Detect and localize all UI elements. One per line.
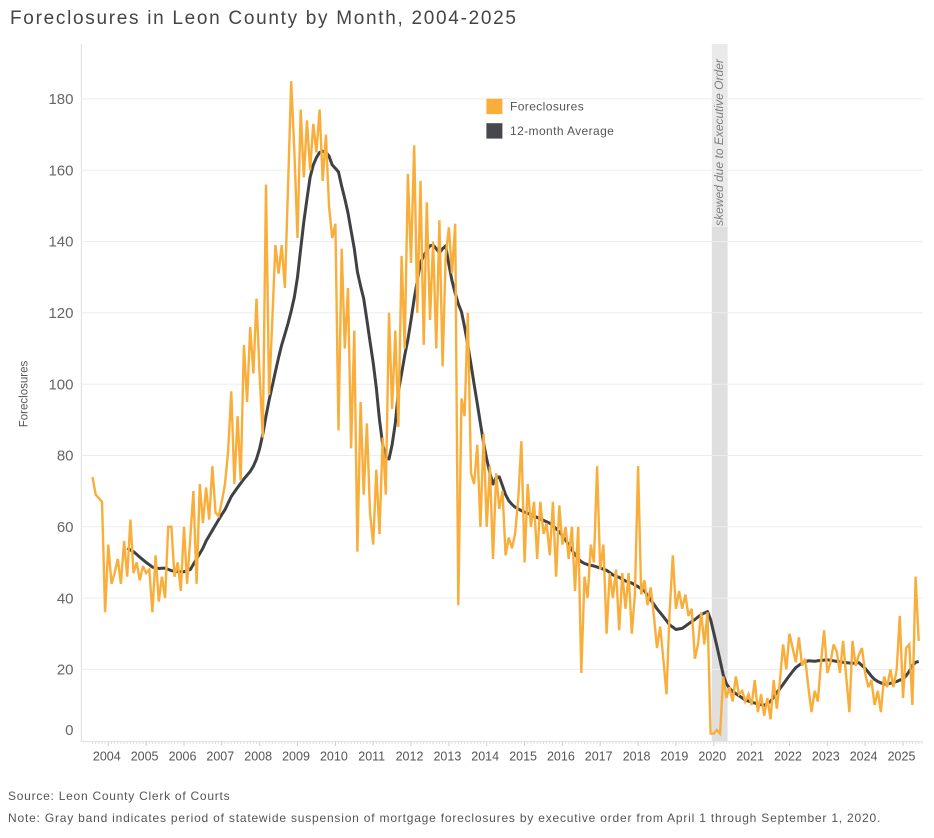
svg-text:2004: 2004: [93, 750, 121, 764]
svg-text:2008: 2008: [244, 750, 272, 764]
svg-text:2016: 2016: [547, 750, 575, 764]
svg-text:2024: 2024: [850, 750, 878, 764]
svg-text:160: 160: [48, 162, 73, 179]
svg-text:Foreclosures: Foreclosures: [19, 361, 31, 428]
svg-text:2009: 2009: [282, 750, 310, 764]
svg-text:2017: 2017: [585, 750, 613, 764]
svg-text:2012: 2012: [396, 750, 424, 764]
svg-text:2022: 2022: [774, 750, 802, 764]
svg-text:80: 80: [57, 448, 74, 465]
svg-text:140: 140: [48, 234, 73, 251]
svg-text:2019: 2019: [660, 750, 688, 764]
svg-text:skewed due to Executive Order: skewed due to Executive Order: [712, 58, 726, 226]
svg-text:2007: 2007: [206, 750, 234, 764]
svg-text:2010: 2010: [320, 750, 348, 764]
svg-text:120: 120: [48, 305, 73, 322]
svg-text:2015: 2015: [509, 750, 537, 764]
svg-text:2011: 2011: [358, 750, 385, 764]
svg-text:Foreclosures: Foreclosures: [510, 100, 584, 114]
svg-text:2018: 2018: [623, 750, 651, 764]
svg-text:0: 0: [65, 722, 73, 739]
svg-text:2005: 2005: [131, 750, 159, 764]
svg-text:2025: 2025: [888, 750, 916, 764]
svg-text:180: 180: [48, 91, 73, 108]
svg-text:40: 40: [57, 590, 74, 607]
svg-text:60: 60: [57, 519, 74, 536]
svg-text:2020: 2020: [698, 750, 726, 764]
svg-text:12-month Average: 12-month Average: [510, 124, 614, 138]
svg-text:100: 100: [48, 376, 73, 393]
svg-text:2006: 2006: [169, 750, 197, 764]
svg-text:2023: 2023: [812, 750, 840, 764]
svg-text:2014: 2014: [471, 750, 499, 764]
svg-text:20: 20: [57, 662, 74, 679]
svg-text:2021: 2021: [736, 750, 764, 764]
svg-text:2013: 2013: [433, 750, 461, 764]
